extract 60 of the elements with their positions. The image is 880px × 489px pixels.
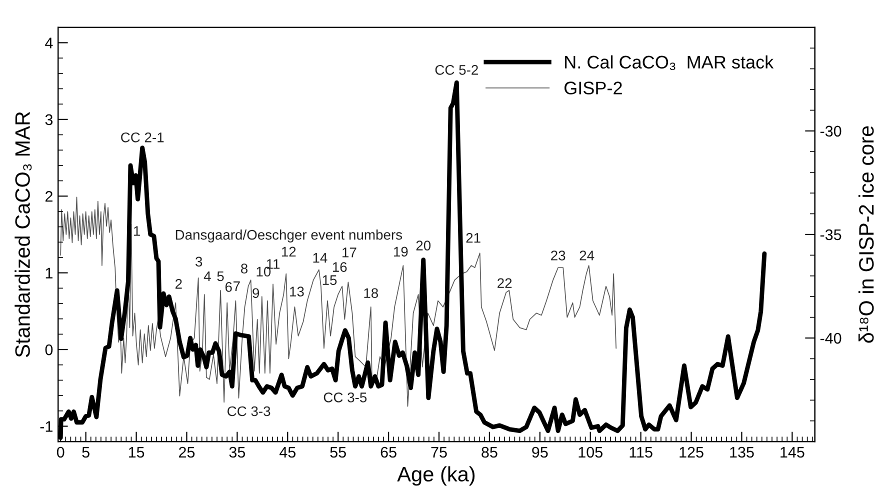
x-tick-label: 105 (578, 446, 602, 458)
annotation: 2 (176, 278, 182, 289)
annotation: CC 3-3 (228, 406, 270, 416)
annotation: Dansgaard/Oeschger event numbers (176, 230, 402, 242)
annotation: 5 (217, 271, 224, 282)
annotation: 11 (266, 259, 280, 269)
y2-axis-title: δ¹⁸O in GISP-2 ice core (858, 126, 874, 343)
annotation: CC 3-5 (324, 392, 367, 402)
annotation: 9 (252, 288, 260, 298)
annotation: 7 (234, 281, 240, 291)
annotation: 3 (196, 256, 202, 267)
x-tick-label: 15 (128, 446, 144, 458)
y-tick-label: 0 (45, 344, 53, 356)
y-tick-label: 2 (45, 190, 52, 202)
legend-label: N. Cal CaCO₃ MAR stack (565, 55, 774, 70)
annotation: 10 (256, 266, 271, 277)
annotation: 22 (498, 278, 512, 288)
y-tick-label: 1 (46, 268, 52, 278)
x-tick-label: 0 (56, 446, 64, 458)
line-series (60, 196, 617, 407)
annotation: 12 (282, 246, 296, 256)
x-tick-label: 65 (380, 446, 396, 458)
y2-tick-label: -40 (820, 332, 842, 344)
annotation: 20 (416, 240, 431, 250)
x-tick-label: 45 (280, 446, 296, 458)
x-tick-label: 145 (780, 446, 804, 458)
x-tick-label: 55 (330, 446, 346, 458)
x-tick-label: 135 (730, 446, 754, 458)
annotation: 21 (466, 232, 480, 243)
annotation: 23 (551, 250, 566, 260)
y-tick-label: 4 (45, 38, 53, 48)
x-tick-label: 125 (680, 446, 704, 458)
annotation: 18 (364, 288, 378, 298)
x-tick-label: 25 (179, 446, 195, 458)
annotation: CC 2-1 (121, 132, 164, 142)
annotation: 13 (290, 286, 304, 296)
y2-tick-label: -35 (820, 229, 842, 240)
annotation: 8 (240, 264, 248, 274)
x-axis-title: Age (ka) (397, 466, 475, 486)
y-tick-label: -1 (40, 421, 52, 432)
annotation: 19 (394, 246, 408, 257)
annotation: 24 (580, 250, 594, 260)
x-tick-label: 75 (431, 446, 447, 458)
annotation: CC 5-2 (435, 64, 478, 75)
annotation: 14 (313, 253, 328, 263)
y-tick-label: 3 (45, 114, 53, 126)
annotation: 6 (225, 282, 232, 292)
y-axis-title: Standardized CaCO₃ MAR (14, 112, 32, 358)
annotation: 4 (204, 271, 211, 282)
x-tick-label: 5 (82, 446, 90, 458)
x-tick-label: 35 (229, 446, 246, 458)
annotation: 17 (342, 248, 356, 258)
annotation: 15 (322, 275, 337, 285)
x-tick-label: 85 (482, 446, 498, 458)
x-tick-label: 115 (630, 446, 652, 458)
legend-label: GISP-2 (564, 82, 622, 94)
y2-tick-label: -30 (820, 126, 842, 137)
x-tick-label: 95 (532, 446, 548, 458)
annotation: 1 (134, 226, 140, 236)
annotation: 16 (332, 262, 347, 272)
